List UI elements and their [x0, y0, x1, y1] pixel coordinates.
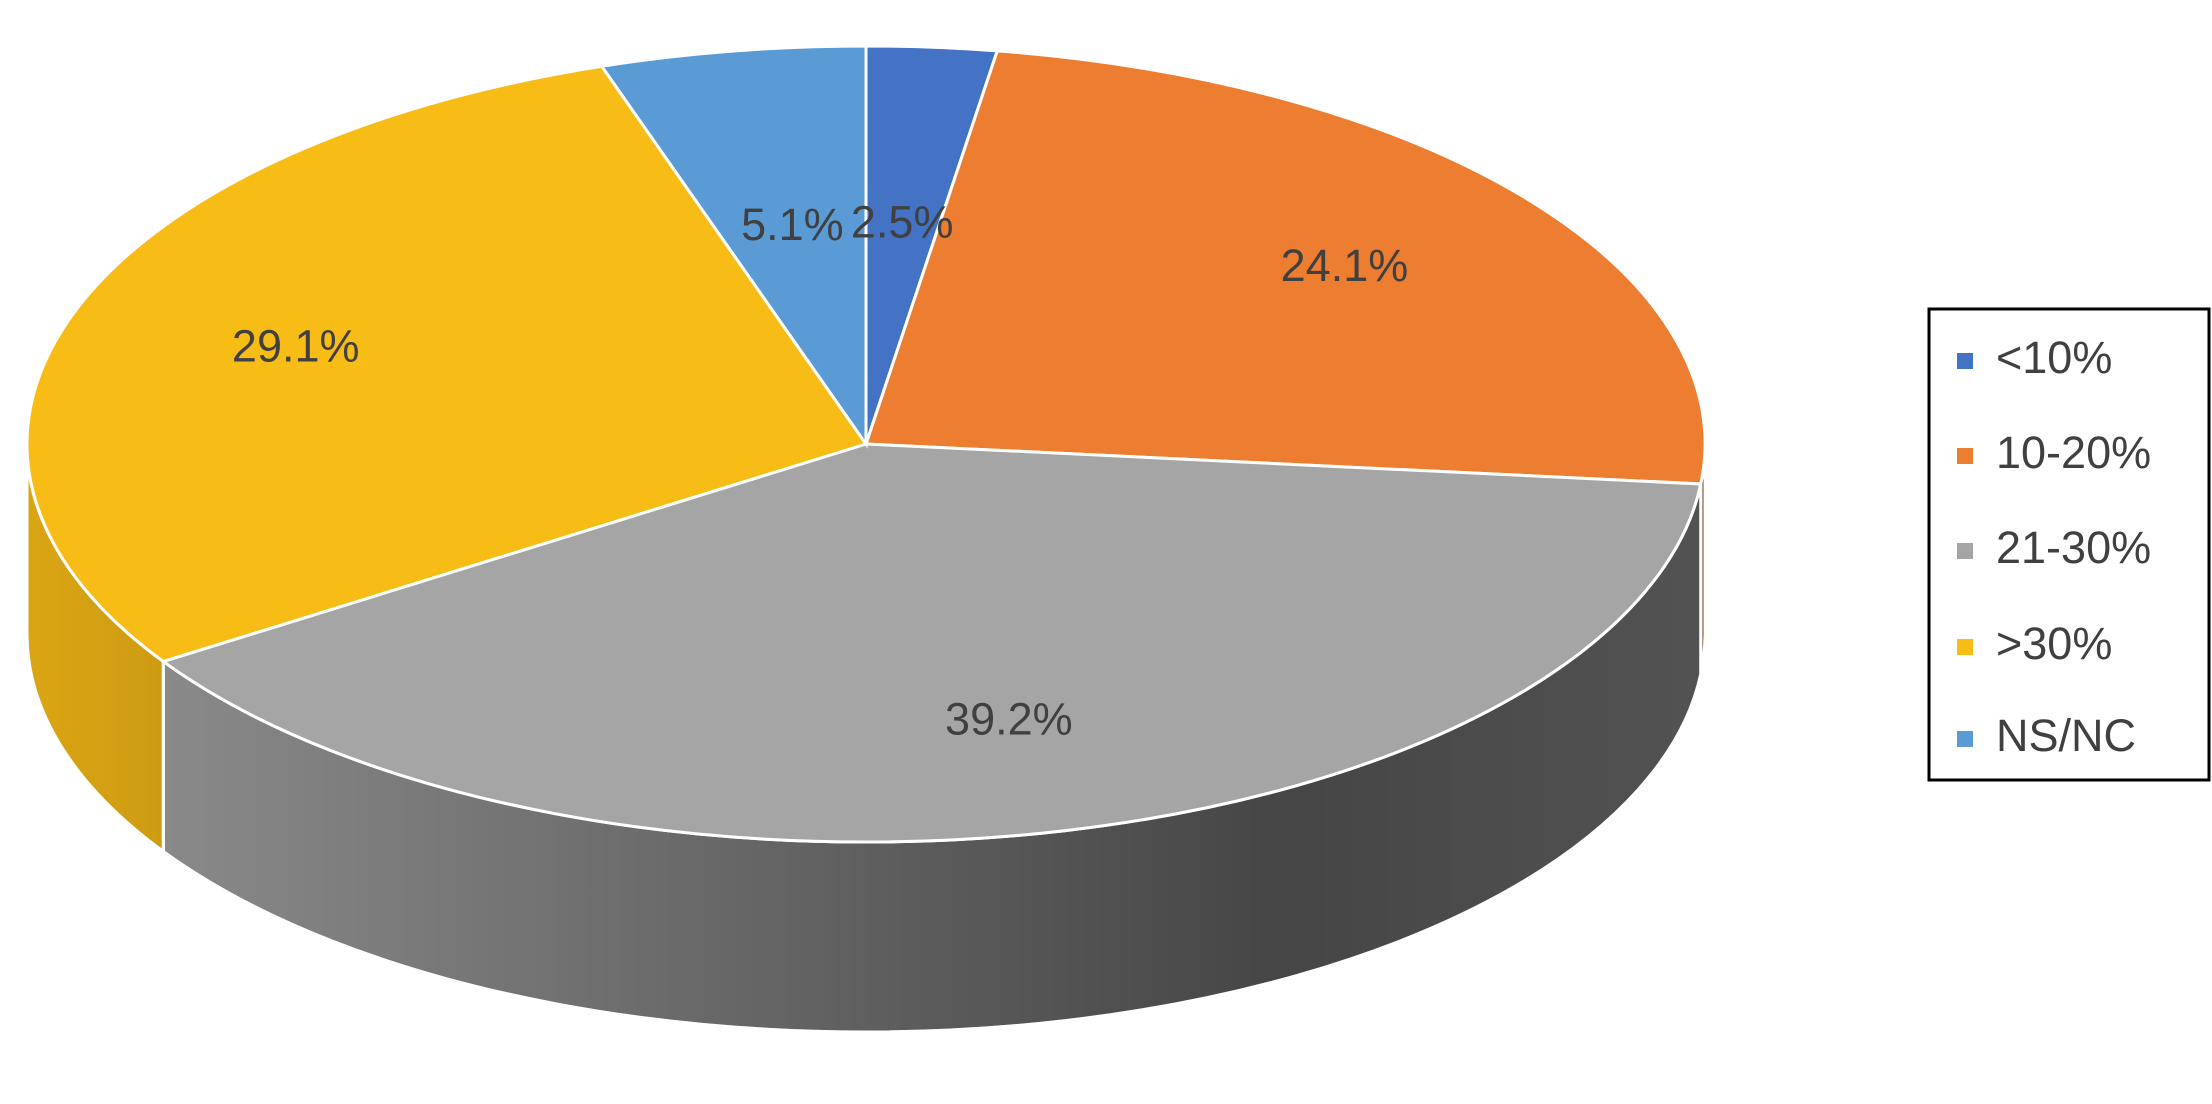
- legend-label: >30%: [1996, 618, 2112, 669]
- slice: [25, 64, 869, 664]
- legend-marker: [1957, 543, 1973, 559]
- data-label: 39.2%: [945, 693, 1073, 744]
- legend-label: 10-20%: [1996, 427, 2151, 478]
- legend-marker: [1957, 639, 1973, 655]
- legend-label: <10%: [1996, 332, 2112, 383]
- legend-marker: [1957, 731, 1973, 747]
- data-label: 2.5%: [851, 197, 954, 248]
- legend-label: NS/NC: [1996, 710, 2136, 761]
- legend-label: 21-30%: [1996, 522, 2151, 573]
- legend-marker: [1957, 353, 1973, 369]
- data-label: 24.1%: [1281, 240, 1409, 291]
- data-label: 29.1%: [232, 320, 360, 371]
- data-label: 5.1%: [741, 199, 844, 250]
- legend-box: [1927, 307, 2211, 782]
- slice: [599, 44, 868, 449]
- legend-marker: [1957, 448, 1973, 464]
- slice: [863, 49, 1707, 486]
